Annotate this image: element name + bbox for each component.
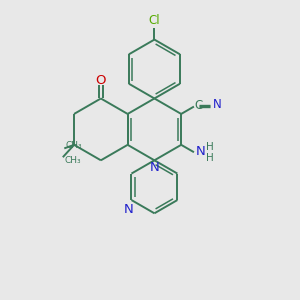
Text: Cl: Cl bbox=[148, 14, 160, 27]
Text: N: N bbox=[150, 161, 160, 174]
Text: H: H bbox=[206, 142, 214, 152]
Text: N: N bbox=[212, 98, 221, 111]
Text: CH₃: CH₃ bbox=[64, 156, 81, 165]
Text: O: O bbox=[96, 74, 106, 87]
Text: N: N bbox=[124, 203, 134, 216]
Text: CH₃: CH₃ bbox=[66, 141, 83, 150]
Text: C: C bbox=[195, 99, 203, 112]
Text: H: H bbox=[206, 152, 214, 163]
Text: N: N bbox=[195, 145, 205, 158]
